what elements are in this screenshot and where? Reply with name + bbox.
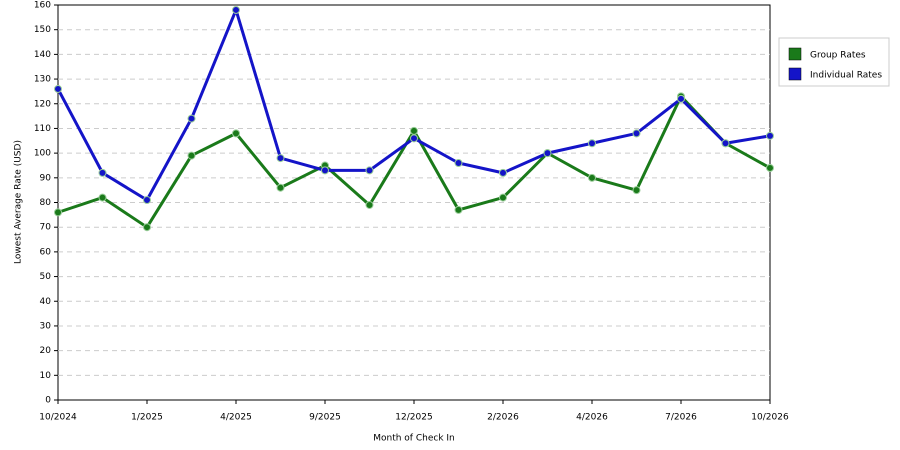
data-point <box>632 129 641 138</box>
x-tick-label: 1/2025 <box>131 413 163 423</box>
data-point <box>499 168 507 177</box>
x-tick-label: 7/2026 <box>665 413 697 423</box>
x-tick-label: 4/2025 <box>220 413 252 423</box>
data-point <box>543 149 552 158</box>
y-tick-label: 70 <box>40 223 52 233</box>
legend-label: Individual Rates <box>810 71 882 81</box>
data-point <box>365 200 374 209</box>
y-axis-label: Lowest Average Rate (USD) <box>14 140 24 264</box>
data-point <box>365 166 374 175</box>
data-point <box>187 114 196 123</box>
data-point <box>588 173 596 182</box>
data-point <box>232 129 240 138</box>
x-tick-label: 10/2026 <box>751 413 789 423</box>
data-point <box>54 208 62 217</box>
legend-label: Group Rates <box>810 51 866 61</box>
data-point <box>766 131 774 140</box>
y-tick-label: 110 <box>34 124 51 134</box>
data-point <box>454 205 463 214</box>
data-point <box>721 139 730 148</box>
y-tick-label: 80 <box>40 198 52 208</box>
data-point <box>677 94 685 103</box>
data-point <box>187 151 196 160</box>
data-point <box>588 139 596 148</box>
data-point <box>499 193 507 202</box>
y-tick-label: 40 <box>40 297 52 307</box>
data-point <box>766 163 774 172</box>
data-point <box>143 196 151 205</box>
y-tick-label: 30 <box>40 321 52 331</box>
y-tick-label: 60 <box>40 247 52 257</box>
data-point <box>143 223 151 232</box>
y-tick-label: 160 <box>34 1 51 11</box>
data-point <box>410 134 418 143</box>
data-point <box>98 193 107 202</box>
data-point <box>232 5 240 14</box>
y-tick-label: 100 <box>34 149 51 159</box>
x-tick-label: 10/2024 <box>39 413 77 423</box>
y-tick-label: 120 <box>34 99 51 109</box>
x-tick-label: 2/2026 <box>487 413 519 423</box>
y-tick-label: 150 <box>34 25 51 35</box>
y-tick-label: 0 <box>45 396 51 406</box>
y-tick-label: 130 <box>34 75 51 85</box>
x-axis-label: Month of Check In <box>373 434 455 444</box>
y-tick-label: 50 <box>40 272 52 282</box>
x-tick-label: 9/2025 <box>309 413 341 423</box>
data-point <box>54 84 62 93</box>
y-tick-label: 20 <box>40 346 52 356</box>
x-tick-label: 12/2025 <box>395 413 432 423</box>
data-point <box>410 126 418 135</box>
legend-swatch <box>788 67 802 81</box>
y-tick-label: 10 <box>40 371 52 381</box>
data-point <box>276 154 285 163</box>
legend-swatch <box>788 47 802 61</box>
data-point <box>321 166 329 175</box>
y-tick-label: 90 <box>40 173 52 183</box>
x-tick-label: 4/2026 <box>576 413 608 423</box>
data-point <box>454 159 463 167</box>
data-point <box>98 168 107 177</box>
data-point <box>632 186 641 195</box>
y-tick-label: 140 <box>34 50 51 60</box>
data-point <box>276 183 285 192</box>
